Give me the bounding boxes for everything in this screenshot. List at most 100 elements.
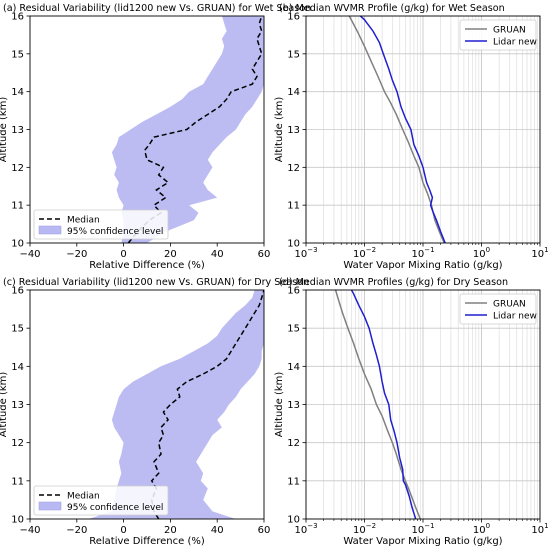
x-tick-label: 40: [211, 525, 224, 536]
legend-box: [459, 293, 537, 325]
x-tick-label-exponent: 1: [544, 246, 548, 254]
y-axis-label: Altitude (km): [0, 97, 9, 163]
series-line-gruan: [334, 290, 421, 519]
legend-label: 95% confidence level: [67, 503, 163, 513]
y-tick-label: 12: [11, 163, 24, 174]
legend-swatch-band: [38, 225, 62, 235]
y-tick-label: 12: [287, 163, 300, 174]
x-axis-label: Water Vapor Mixing Ratio (g/kg): [343, 536, 502, 547]
x-tick-label: 10−3: [294, 522, 317, 536]
legend-label: GRUAN: [493, 26, 526, 36]
x-axis-label: Water Vapor Mixing Ratio (g/kg): [343, 260, 502, 271]
plot-area: [334, 290, 421, 519]
x-tick-label-exponent: 0: [486, 522, 490, 530]
x-tick-label: 100: [473, 246, 490, 260]
legend-swatch-band: [38, 501, 62, 511]
y-tick-label: 13: [287, 400, 300, 411]
plot-area: [111, 16, 264, 243]
x-tick-label-base: 10: [411, 525, 424, 536]
chart-title: (c) Residual Variability (lid1200 new Vs…: [3, 277, 309, 288]
legend: GRUAN Lidar new: [459, 293, 537, 325]
y-tick-label: 15: [11, 324, 24, 335]
y-tick-label: 14: [287, 362, 300, 373]
y-tick-label: 14: [287, 87, 300, 98]
plot-area: [88, 290, 264, 519]
x-tick-label-base: 10: [353, 249, 366, 260]
x-tick-label: 10−1: [411, 246, 434, 260]
x-tick-label-exponent: −1: [424, 522, 434, 530]
x-tick-label: 10−2: [353, 246, 376, 260]
x-tick-label: −40: [19, 249, 40, 260]
x-tick-label-base: 10: [411, 249, 424, 260]
y-tick-label: 15: [287, 49, 300, 60]
x-tick-label-base: 10: [294, 525, 307, 536]
x-axis-label: Relative Difference (%): [89, 536, 205, 547]
legend-box: [33, 485, 169, 516]
x-tick-label: 100: [473, 522, 490, 536]
x-tick-label: −40: [19, 525, 40, 536]
x-tick-label: 101: [531, 522, 548, 536]
y-tick-label: 16: [11, 12, 24, 23]
y-axis-label: Altitude (km): [274, 372, 285, 438]
y-tick-label: 10: [287, 515, 300, 526]
x-tick-label-base: 10: [531, 249, 544, 260]
chart-title: (b) Median WVMR Profile (g/kg) for Wet S…: [279, 3, 505, 14]
y-tick-label: 11: [287, 201, 300, 212]
y-tick-label: 16: [287, 12, 300, 23]
panel-c: 10 11 12 13 14 15 16 −40 −20 0 20 40 60 (c) Residual …: [0, 277, 309, 547]
x-tick-label: 101: [531, 246, 548, 260]
x-tick-label-exponent: 1: [544, 522, 548, 530]
x-tick-label: 0: [120, 249, 126, 260]
y-tick-label: 14: [11, 87, 24, 98]
y-tick-label: 10: [11, 515, 24, 526]
confidence-band: [88, 290, 264, 519]
x-tick-label-exponent: −3: [307, 522, 317, 530]
y-tick-label: 13: [11, 400, 24, 411]
x-tick-label-exponent: −3: [307, 246, 317, 254]
x-tick-label: 10−3: [294, 246, 317, 260]
x-tick-label: 40: [211, 249, 224, 260]
x-tick-label: 0: [120, 525, 126, 536]
x-tick-label: 60: [258, 525, 271, 536]
y-axis-label: Altitude (km): [274, 97, 285, 163]
series-line-lidar-new: [350, 290, 417, 519]
y-tick-label: 12: [11, 438, 24, 449]
x-tick-label-base: 10: [473, 525, 486, 536]
y-tick-label: 16: [287, 286, 300, 297]
legend-label: Median: [67, 216, 100, 226]
y-tick-label: 13: [287, 125, 300, 136]
x-tick-label-base: 10: [294, 249, 307, 260]
y-tick-label: 11: [11, 476, 24, 487]
x-tick-label: 10−1: [411, 522, 434, 536]
x-axis-label: Relative Difference (%): [89, 260, 205, 271]
y-tick-label: 11: [11, 201, 24, 212]
legend-box: [33, 209, 169, 240]
x-tick-label-base: 10: [531, 525, 544, 536]
panel-a: 10 11 12 13 14 15 16 −40 −20 0 20 40 60 (a) Residual …: [0, 3, 311, 271]
x-tick-label: 60: [258, 249, 271, 260]
x-tick-label-base: 10: [353, 525, 366, 536]
plot-area: [348, 16, 446, 243]
series-line-lidar-new: [359, 16, 446, 243]
y-axis-label: Altitude (km): [0, 372, 9, 438]
y-tick-label: 12: [287, 438, 300, 449]
x-tick-label-exponent: −2: [366, 522, 376, 530]
x-tick-label: 10−2: [353, 522, 376, 536]
x-tick-label: −20: [66, 249, 87, 260]
y-tick-label: 11: [287, 476, 300, 487]
legend-label: Lidar new: [493, 312, 537, 322]
series-line-median: [127, 16, 263, 243]
y-tick-label: 10: [11, 239, 24, 250]
y-tick-label: 16: [11, 286, 24, 297]
legend-label: Lidar new: [493, 38, 537, 48]
y-tick-label: 10: [287, 239, 300, 250]
x-tick-label: −20: [66, 525, 87, 536]
legend-box: [459, 19, 537, 51]
legend-label: GRUAN: [493, 300, 526, 310]
y-tick-label: 15: [11, 49, 24, 60]
